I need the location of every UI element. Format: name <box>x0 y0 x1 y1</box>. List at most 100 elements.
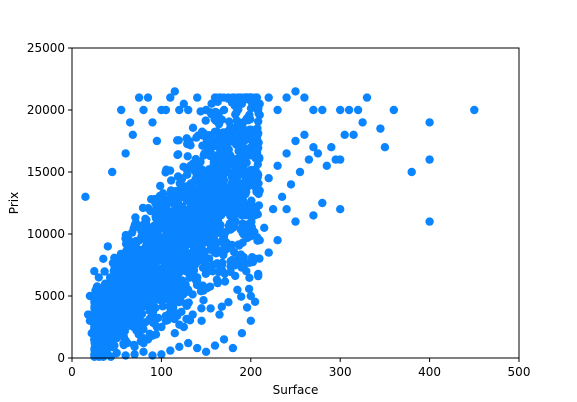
data-point-cloud <box>211 116 221 126</box>
data-point-cloud <box>217 302 226 311</box>
data-point-cloud <box>226 151 235 160</box>
data-point <box>300 130 309 139</box>
data-point <box>291 136 300 146</box>
data-point-cloud <box>158 189 168 198</box>
y-tick-label: 15000 <box>27 165 65 179</box>
data-point-cloud <box>143 242 152 252</box>
data-point <box>94 273 104 282</box>
data-point-cloud <box>173 296 182 306</box>
data-point-cloud <box>213 278 222 288</box>
data-point <box>282 205 291 214</box>
data-point-cloud <box>232 184 241 194</box>
data-point <box>148 118 157 127</box>
data-point <box>170 87 179 96</box>
data-point <box>300 93 309 102</box>
data-point-cloud <box>209 245 219 254</box>
data-point <box>184 338 193 348</box>
data-point-cloud <box>211 196 220 205</box>
data-point <box>327 143 336 152</box>
data-point-cloud <box>173 150 182 160</box>
data-point <box>286 180 296 189</box>
data-point-cloud <box>197 304 206 313</box>
data-point-cloud <box>237 179 247 189</box>
data-point-cloud <box>196 107 205 116</box>
data-point-cloud <box>142 228 152 237</box>
y-axis: 0 5000 10000 15000 20000 25000 <box>27 41 72 365</box>
y-tick-label: 20000 <box>27 103 65 117</box>
data-point <box>246 316 255 325</box>
data-point-cloud <box>193 215 202 224</box>
data-point-cloud <box>210 127 219 136</box>
data-point-cloud <box>156 181 165 191</box>
data-point <box>273 236 282 245</box>
data-point <box>349 130 358 139</box>
data-point-cloud <box>191 229 201 239</box>
data-point-cloud <box>145 314 154 323</box>
data-point <box>161 105 171 115</box>
data-point-cloud <box>190 260 200 269</box>
data-point-cloud <box>215 93 225 102</box>
data-point-cloud <box>185 137 194 146</box>
data-point <box>277 192 287 201</box>
data-point-cloud <box>157 210 166 220</box>
x-axis-title: Surface <box>273 383 319 397</box>
data-point <box>233 285 242 294</box>
y-tick-label: 10000 <box>27 227 65 241</box>
data-point <box>425 155 434 164</box>
data-point-cloud <box>160 290 169 300</box>
data-point-cloud <box>131 246 140 255</box>
data-point-cloud <box>237 292 246 301</box>
data-point-cloud <box>227 123 236 132</box>
data-point <box>175 342 184 351</box>
data-point-cloud <box>171 273 180 282</box>
data-point-cloud <box>247 253 257 262</box>
data-point-cloud <box>143 280 152 289</box>
data-point-cloud <box>246 126 255 135</box>
data-point <box>304 155 314 164</box>
data-point-cloud <box>165 166 175 175</box>
data-point-cloud <box>237 252 246 262</box>
data-point-cloud <box>201 116 210 125</box>
data-point <box>318 198 327 208</box>
data-point-cloud <box>247 222 256 232</box>
data-point-cloud <box>242 187 251 197</box>
data-point-cloud <box>188 290 197 299</box>
data-point-cloud <box>242 303 252 312</box>
data-point <box>344 105 354 115</box>
data-point-cloud <box>182 314 191 324</box>
data-point-cloud <box>119 339 128 348</box>
x-tick-label: 200 <box>239 365 262 379</box>
data-point-cloud <box>226 225 235 234</box>
data-point-cloud <box>245 93 254 102</box>
data-point <box>260 223 269 232</box>
data-point <box>336 105 345 115</box>
data-point-cloud <box>170 262 179 271</box>
x-tick-label: 500 <box>508 365 531 379</box>
data-point <box>273 161 282 170</box>
data-point <box>90 267 99 276</box>
data-point-cloud <box>250 297 260 306</box>
data-point-cloud <box>91 334 100 344</box>
data-point-cloud <box>239 125 249 134</box>
data-point <box>201 347 211 356</box>
data-point-cloud <box>90 312 100 321</box>
x-tick-label: 0 <box>68 365 76 379</box>
data-point <box>128 130 137 139</box>
data-point-cloud <box>152 254 161 263</box>
data-point <box>215 310 224 319</box>
data-point-cloud <box>205 210 214 219</box>
x-tick-label: 100 <box>150 365 173 379</box>
data-point-cloud <box>175 320 184 329</box>
data-point-cloud <box>211 205 220 214</box>
data-point-cloud <box>207 135 216 144</box>
data-point-cloud <box>199 296 208 305</box>
data-point-cloud <box>197 190 207 199</box>
data-point-cloud <box>167 176 176 185</box>
data-point-cloud <box>202 218 212 227</box>
data-point-cloud <box>191 276 201 285</box>
data-point-cloud <box>91 290 101 299</box>
data-point-cloud <box>121 239 131 248</box>
data-point-cloud <box>165 234 174 243</box>
data-point-cloud <box>106 352 116 361</box>
